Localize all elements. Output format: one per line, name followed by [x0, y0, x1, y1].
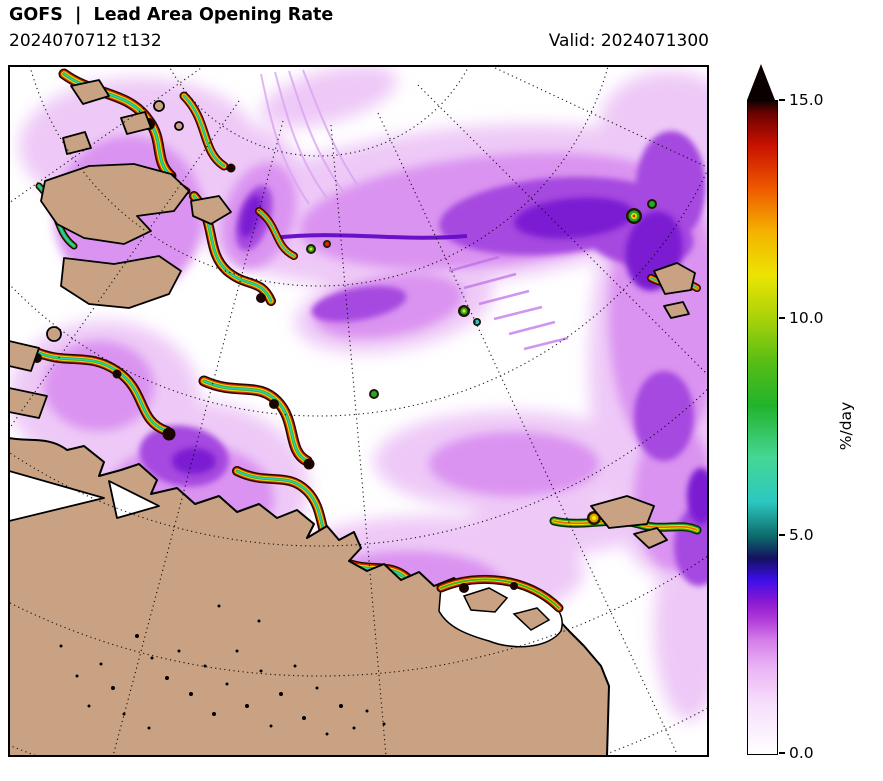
map-canvas	[8, 65, 709, 757]
plot-title: GOFS | Lead Area Opening Rate	[9, 5, 334, 25]
colorbar-unit-label: %/day	[837, 401, 855, 451]
coastal-bay	[9, 470, 105, 522]
colorbar-tick: 5.0	[779, 526, 814, 544]
graticule-layer	[9, 66, 708, 756]
tick-mark	[779, 316, 785, 319]
island	[120, 111, 152, 135]
island	[174, 121, 184, 131]
island	[153, 100, 165, 112]
colorbar-gradient	[747, 100, 778, 755]
colorbar-extend-arrow	[747, 64, 775, 100]
island	[40, 163, 190, 245]
island	[663, 301, 690, 319]
embayment-layer	[439, 579, 562, 648]
valid-time-label: Valid: 2024071300	[548, 31, 709, 51]
field-striations	[448, 255, 569, 351]
tick-label: 5.0	[789, 526, 814, 545]
island	[590, 495, 655, 529]
tick-mark	[779, 534, 785, 537]
tick-label: 15.0	[789, 91, 824, 109]
map-border	[9, 66, 708, 756]
land-speckles	[59, 604, 386, 736]
colorbar-tick: 0.0	[779, 744, 814, 762]
island	[70, 79, 110, 105]
tick-label: 0.0	[789, 744, 814, 762]
land-layer	[9, 79, 696, 756]
island	[46, 326, 62, 342]
island	[9, 387, 48, 419]
island	[190, 195, 232, 225]
island	[633, 527, 668, 549]
plot-header: GOFS | Lead Area Opening Rate 2024070712…	[9, 2, 709, 54]
tick-mark	[779, 99, 785, 101]
colorbar-tick: 15.0	[779, 91, 824, 109]
bright-spot-layer	[306, 199, 657, 525]
island	[653, 262, 696, 295]
tick-mark	[779, 752, 785, 754]
island	[62, 131, 92, 155]
tick-label: 10.0	[789, 308, 824, 327]
island	[60, 255, 182, 309]
init-time-label: 2024070712 t132	[9, 31, 162, 51]
lead-rate-map	[9, 66, 708, 756]
field-layer-deep	[172, 194, 708, 524]
island	[9, 340, 40, 372]
colorbar-tick: 10.0	[779, 309, 824, 327]
coastal-inlet	[108, 480, 160, 519]
dark-violet-filament	[273, 233, 468, 240]
colorbar-ticks: 15.0 10.0 5.0 0.0	[779, 91, 839, 762]
